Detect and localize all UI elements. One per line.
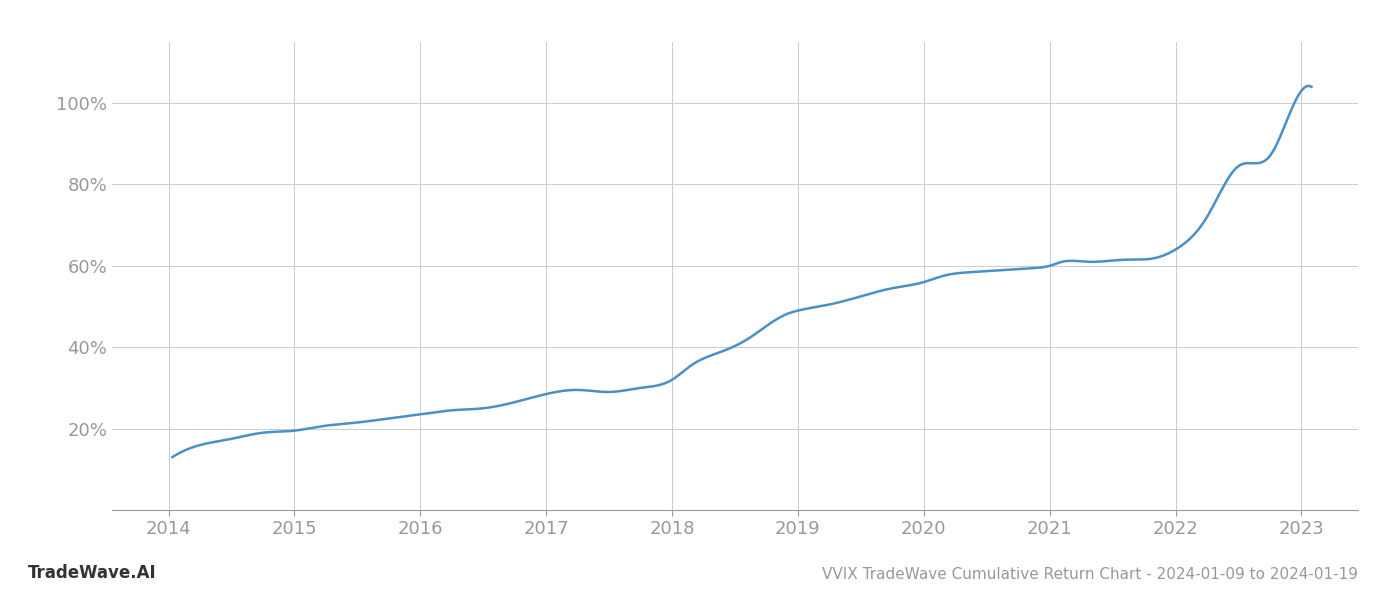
Text: TradeWave.AI: TradeWave.AI xyxy=(28,564,157,582)
Text: VVIX TradeWave Cumulative Return Chart - 2024-01-09 to 2024-01-19: VVIX TradeWave Cumulative Return Chart -… xyxy=(822,567,1358,582)
